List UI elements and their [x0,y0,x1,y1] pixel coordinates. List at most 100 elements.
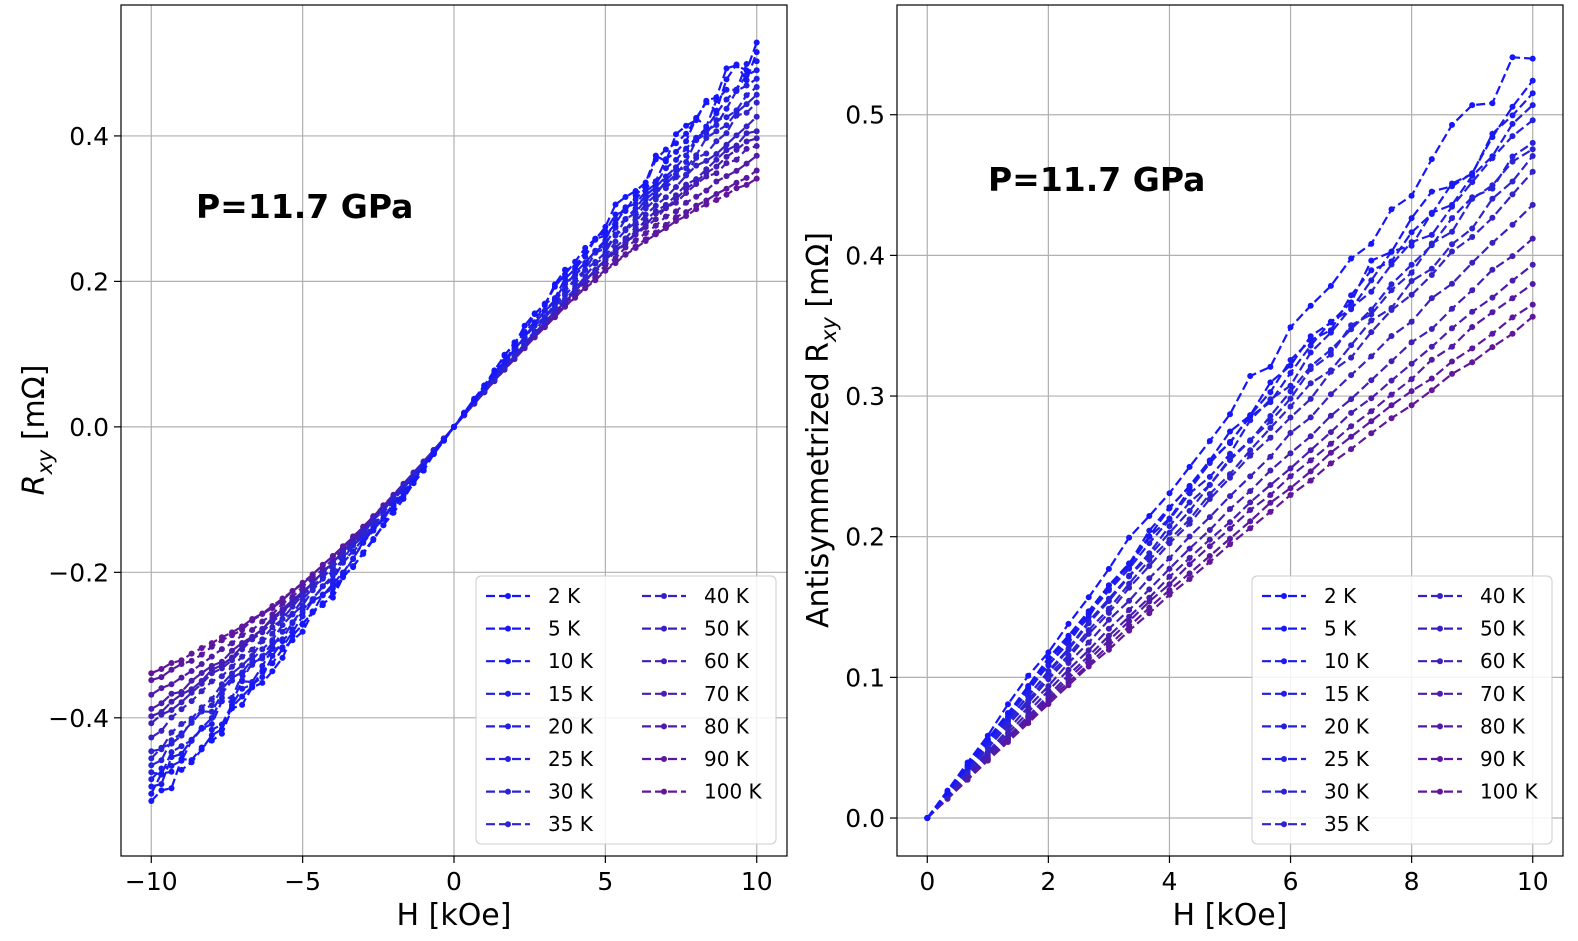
data-point [562,266,568,273]
data-point [1509,330,1516,337]
data-point [1509,153,1516,160]
data-point [198,645,205,651]
data-point [693,176,700,183]
data-point [733,132,740,139]
data-point [269,618,276,625]
data-point [1368,418,1375,425]
data-point [1287,492,1294,498]
legend-label: 30 K [548,780,594,804]
data-point [1206,438,1213,444]
legend-swatch-marker [505,723,511,730]
legend-swatch-marker [1281,756,1287,762]
data-point [723,141,730,148]
data-point [683,165,690,172]
data-point [178,674,185,681]
data-point [1267,399,1274,406]
data-point [239,685,246,692]
data-point [1126,580,1133,587]
data-point [380,515,387,522]
data-point [1428,387,1435,394]
data-point [168,707,175,713]
left-legend: 2 K 5 K 10 K 15 K 20 K 25 K 30 K 35 K 40 K 50 K 60… [475,575,777,845]
data-point [299,613,306,620]
data-point [1166,515,1173,522]
data-point [602,223,609,230]
data-point [1449,248,1455,255]
data-point [673,171,679,178]
data-point [269,624,276,631]
data-point [289,603,296,610]
data-point [743,61,750,67]
data-point [713,151,720,157]
data-point [269,660,276,667]
data-point [198,744,205,751]
legend-swatch-marker [1437,723,1443,730]
data-point [1267,363,1274,370]
data-point [1186,507,1193,514]
data-point [1408,269,1415,276]
legend-swatch-marker [661,658,667,665]
data-point [218,637,225,644]
data-point [1529,102,1536,109]
data-point [1247,452,1254,459]
data-point [279,622,286,628]
data-point [743,181,750,188]
data-point [269,639,276,646]
data-point [693,202,700,209]
data-point [1408,339,1415,346]
data-point [1529,117,1536,124]
data-point [1327,391,1334,398]
data-point [944,787,951,794]
x-tick-label: 2 [1040,867,1056,896]
data-point [1348,446,1355,453]
data-point [1368,257,1375,264]
data-point [1247,507,1254,513]
data-point [693,162,700,169]
data-point [1449,358,1455,365]
data-point [239,662,246,669]
legend-item: 40 K [1418,584,1526,608]
data-point [1428,326,1435,332]
data-point [178,691,185,698]
data-point [511,341,518,348]
data-point [299,596,306,603]
data-point [1025,672,1032,679]
data-point [743,101,750,108]
data-point [1206,473,1213,480]
data-point [723,130,730,137]
left-x-axis-title: H [kOe] [397,898,512,933]
data-point [753,39,760,46]
left-panel: −10 −5 0 5 10 −0.4 −0.2 0.0 0.2 0.4 P=11.7 GPa H … [17,4,788,933]
data-point [340,559,346,566]
data-point [1307,414,1314,421]
data-point [723,173,730,180]
legend-swatch-marker [661,788,667,795]
data-point [1287,485,1294,492]
data-point [1247,499,1254,506]
data-point [1227,519,1233,526]
x-tick-label: −10 [125,867,178,896]
data-point [249,684,256,691]
data-point [1206,481,1213,488]
data-point [652,178,659,185]
data-point [1126,597,1133,604]
data-point [1287,414,1294,421]
data-point [269,630,276,637]
data-point [1529,90,1536,97]
data-point [1428,265,1435,272]
data-point [1509,178,1516,185]
data-point [188,668,195,674]
data-point [652,216,659,223]
data-point [1449,370,1455,377]
data-point [1146,604,1153,611]
data-point [1005,701,1011,708]
y-tick-label: −0.4 [48,704,109,733]
left-annotation: P=11.7 GPa [196,187,413,226]
data-point [249,617,256,624]
y-tick-label: 0.4 [69,122,109,151]
data-point [1206,496,1213,502]
data-point [178,661,185,667]
data-point [1509,120,1516,127]
data-point [1327,367,1334,374]
data-point [178,766,185,773]
